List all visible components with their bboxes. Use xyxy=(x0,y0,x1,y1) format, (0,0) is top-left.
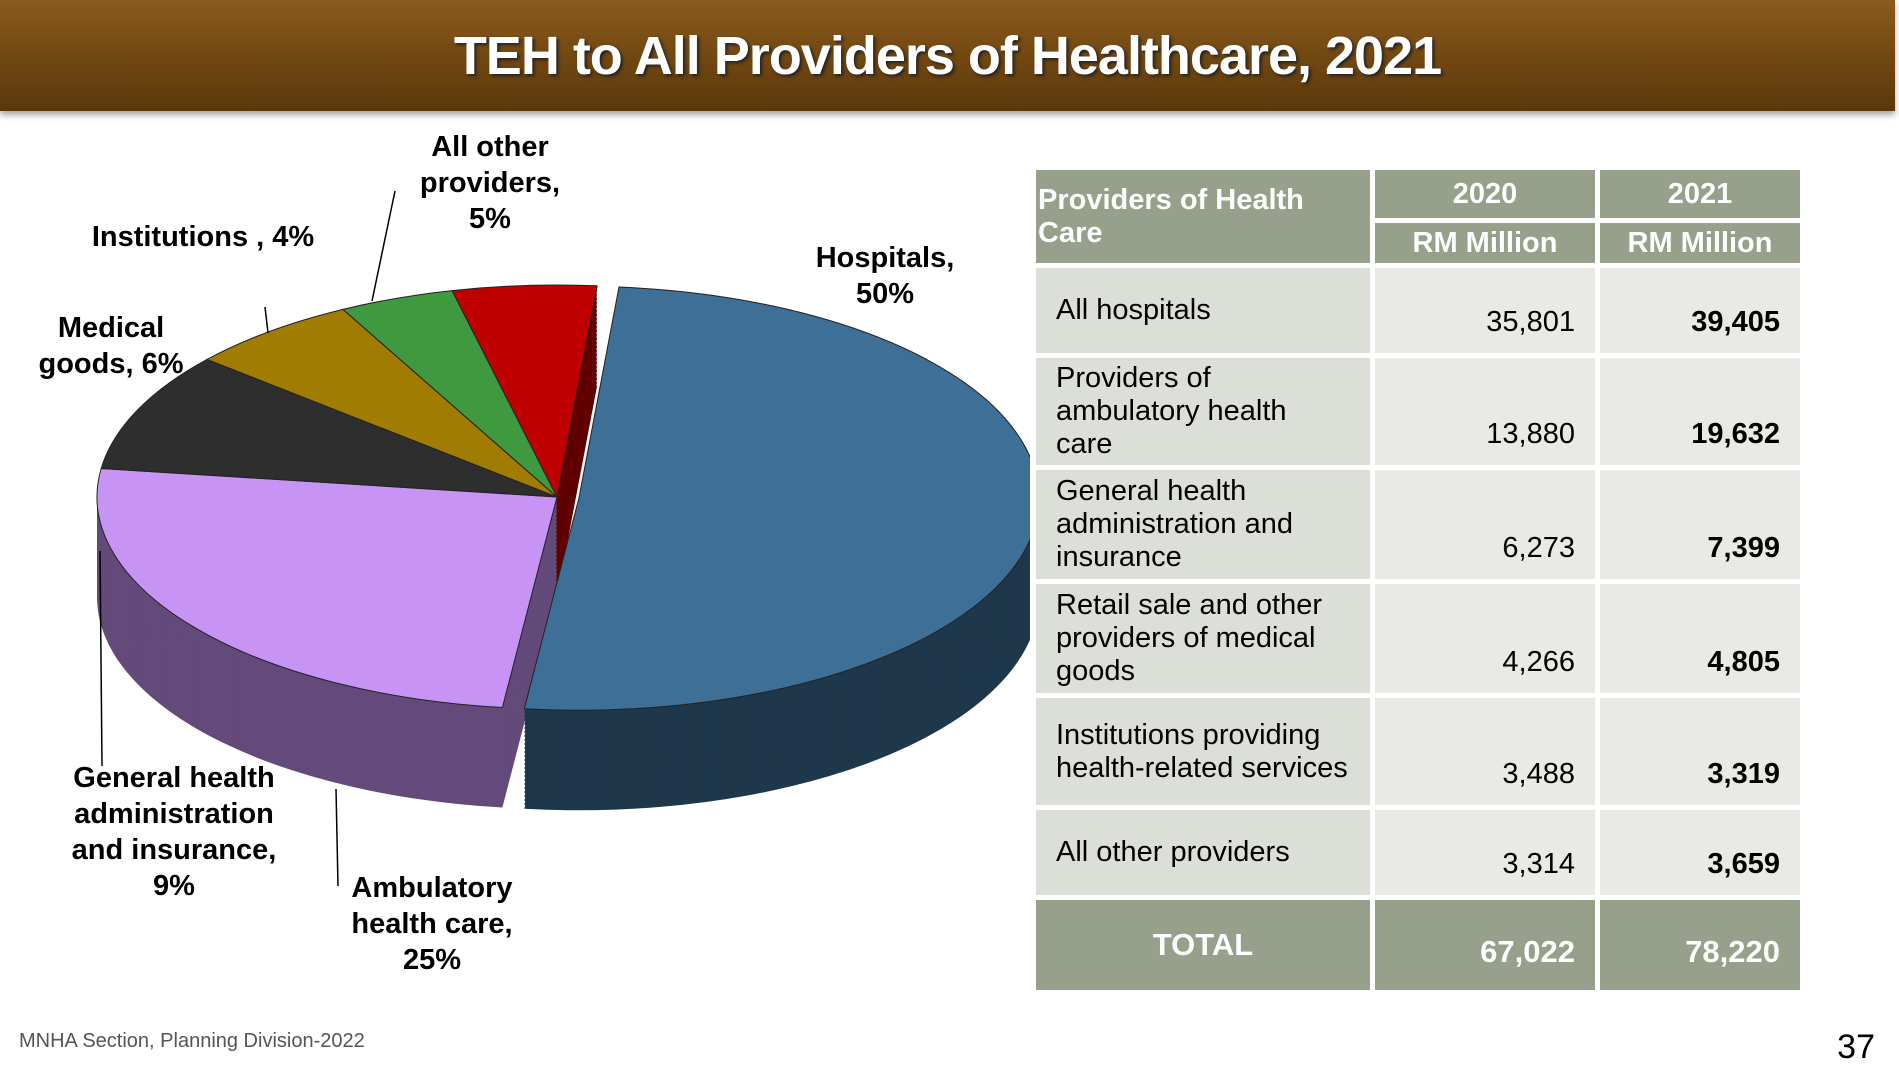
value-cell: 35,801 xyxy=(1375,268,1595,353)
pie-chart xyxy=(96,190,1030,887)
table-row: Institutions providing health-related se… xyxy=(1036,698,1800,805)
total-cell: 78,220 xyxy=(1600,900,1800,990)
row-label: Providers of ambulatory health care xyxy=(1036,358,1370,465)
table-row: Retail sale and other providers of medic… xyxy=(1036,584,1800,693)
value-label: 5% xyxy=(469,203,511,235)
title: TEH to All Providers of Healthcare, 2021 xyxy=(453,25,1442,86)
row-label: Institutions providing health-related se… xyxy=(1036,698,1370,805)
value-cell: 6,273 xyxy=(1375,470,1595,579)
slice-label: Ambulatory health care, 25% xyxy=(332,870,532,978)
title-bar: TEH to All Providers of Healthcare, 2021 xyxy=(0,0,1895,111)
value-cell: 13,880 xyxy=(1375,358,1595,465)
value-cell: 4,805 xyxy=(1600,584,1800,693)
table-row: All hospitals 35,801 39,405 xyxy=(1036,268,1800,353)
units-row: RM Million RM Million xyxy=(1036,223,1800,263)
row-label: General health administration and insura… xyxy=(1036,470,1370,579)
total-row: TOTAL 67,022 78,220 xyxy=(1036,900,1800,990)
value-cell: 3,488 xyxy=(1375,698,1595,805)
value-label: 4% xyxy=(272,221,315,253)
category-label: Institutions , xyxy=(91,221,265,253)
total-label: TOTAL xyxy=(1036,900,1370,990)
slice-label: Institutions , 4% xyxy=(73,219,333,255)
row-label: All other providers xyxy=(1036,810,1370,895)
slice-label: Hospitals, 50% xyxy=(790,240,980,312)
table-row: General health administration and insura… xyxy=(1036,470,1800,579)
category-label: Ambulatory health care, xyxy=(351,872,513,940)
unit-cell: RM Million xyxy=(1600,223,1800,263)
slice xyxy=(100,358,558,498)
slice-label: General health administration and insura… xyxy=(49,760,299,904)
row-label: All hospitals xyxy=(1036,268,1370,353)
leader-line xyxy=(99,550,103,767)
leader-line xyxy=(335,788,339,887)
value-label: 6% xyxy=(141,348,184,380)
unit-cell: RM Million xyxy=(1375,223,1595,263)
table-body: All hospitals 35,801 39,405 Providers of am… xyxy=(1036,268,1800,895)
page-number: 37 xyxy=(1837,1028,1875,1066)
value-label: 25% xyxy=(402,944,462,976)
leader-line xyxy=(371,190,396,302)
value-label: 50% xyxy=(855,278,915,310)
header-cell: Providers of Health Care xyxy=(1036,170,1370,263)
slice xyxy=(96,467,558,709)
table-row: Providers of ambulatory health care 13,88… xyxy=(1036,358,1800,465)
category-label: Hospitals, xyxy=(815,242,955,274)
value-label: 9% xyxy=(153,870,195,902)
category-label: General health administration and insura… xyxy=(71,762,277,866)
header-cell: 2020 xyxy=(1375,170,1595,218)
total-cell: 67,022 xyxy=(1375,900,1595,990)
value-cell: 7,399 xyxy=(1600,470,1800,579)
data-table: Providers of Health Care 2020 2021 RM Mi… xyxy=(1031,165,1805,995)
value-cell: 19,632 xyxy=(1600,358,1800,465)
header-row: Providers of Health Care 2020 2021 xyxy=(1036,170,1800,263)
category-label: All other providers, xyxy=(419,131,561,199)
value-cell: 3,319 xyxy=(1600,698,1800,805)
header-cell: 2021 xyxy=(1600,170,1800,218)
slice-label: Medical goods, 6% xyxy=(21,310,201,382)
slice-label: All other providers, 5% xyxy=(400,129,580,237)
value-cell: 3,659 xyxy=(1600,810,1800,895)
value-cell: 3,314 xyxy=(1375,810,1595,895)
slice xyxy=(205,308,558,498)
value-cell: 39,405 xyxy=(1600,268,1800,353)
slice xyxy=(523,286,1030,711)
row-label: Retail sale and other providers of medic… xyxy=(1036,584,1370,693)
slice xyxy=(451,284,598,499)
category-label: Medical goods, xyxy=(38,312,165,380)
leader-line xyxy=(264,306,269,334)
table-row: All other providers 3,314 3,659 xyxy=(1036,810,1800,895)
footer: MNHA Section, Planning Division-2022 xyxy=(19,1030,365,1052)
value-cell: 4,266 xyxy=(1375,584,1595,693)
